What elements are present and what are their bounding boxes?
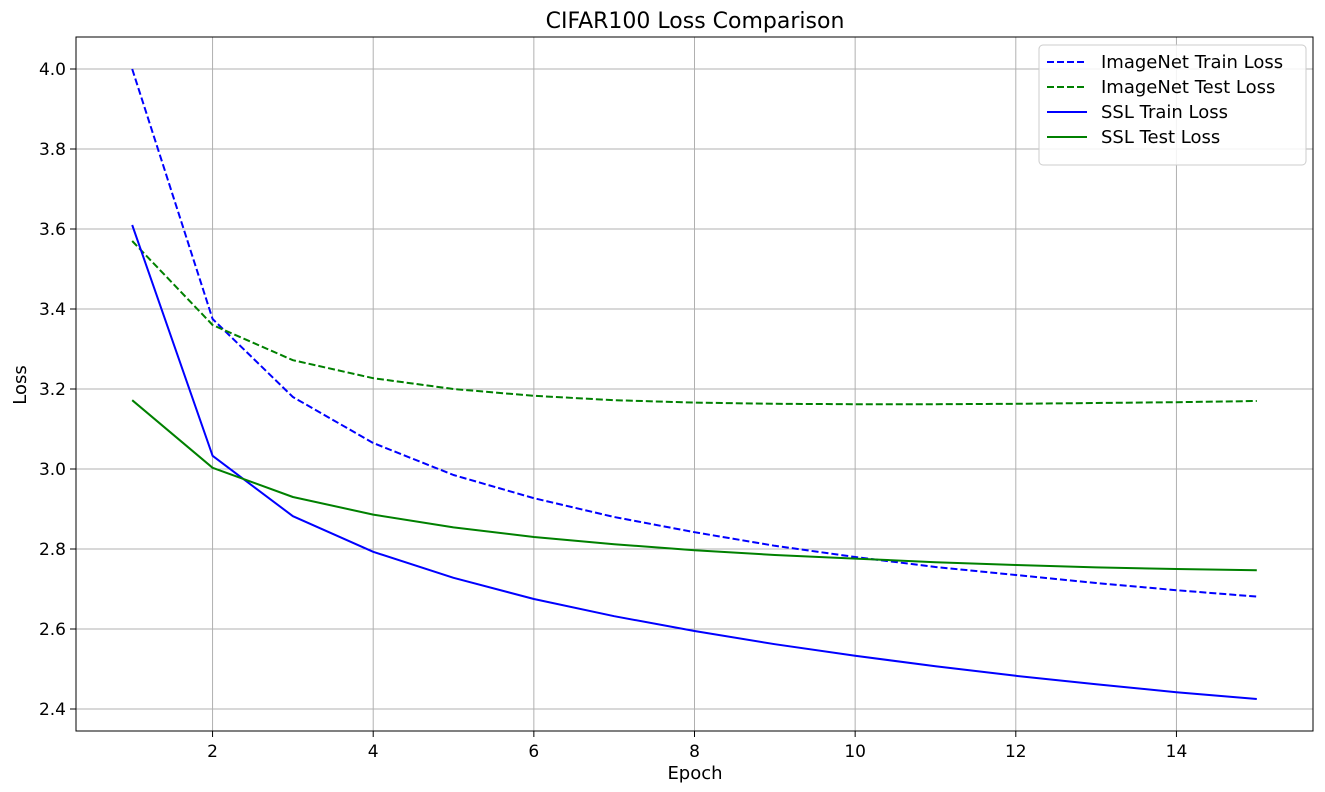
- legend-label-imagenet-train-loss: ImageNet Train Loss: [1101, 52, 1283, 73]
- y-tick-label: 2.6: [39, 620, 66, 640]
- y-tick-label: 3.2: [39, 380, 66, 400]
- y-tick-label: 3.8: [39, 140, 66, 160]
- series-line-imagenet-train-loss: [131, 68, 1257, 598]
- series-line-ssl-test-loss: [131, 399, 1257, 572]
- x-tick-label: 8: [689, 742, 700, 762]
- y-axis-label: Loss: [10, 365, 31, 404]
- x-tick-label: 12: [1005, 742, 1027, 762]
- legend-label-ssl-test-loss: SSL Test Loss: [1101, 127, 1220, 148]
- x-axis-label: Epoch: [667, 763, 722, 784]
- y-tick-label: 2.4: [39, 700, 66, 720]
- legend: ImageNet Train Loss ImageNet Test Loss SSL…: [1038, 44, 1307, 166]
- grid: [76, 37, 1313, 731]
- x-tick-label: 10: [844, 742, 866, 762]
- legend-label-imagenet-test-loss: ImageNet Test Loss: [1101, 77, 1275, 98]
- y-tick-label: 3.0: [39, 460, 66, 480]
- x-tick-label: 2: [207, 742, 218, 762]
- series-lines: [131, 68, 1257, 700]
- series-line-ssl-train-loss: [131, 224, 1257, 700]
- y-tick-label: 4.0: [39, 60, 66, 80]
- y-tick-label: 2.8: [39, 540, 66, 560]
- legend-label-ssl-train-loss: SSL Train Loss: [1101, 102, 1228, 123]
- x-tick-label: 6: [528, 742, 539, 762]
- y-tick-label: 3.6: [39, 220, 66, 240]
- x-tick-label: 4: [368, 742, 379, 762]
- y-tick-label: 3.4: [39, 300, 66, 320]
- axis-ticks: 2 4 6 8 10 12 14 2.4 2.6 2.8 3.0 3.2 3.4 3.6 3.8 4.0: [39, 60, 1187, 762]
- chart-title: CIFAR100 Loss Comparison: [546, 9, 845, 34]
- x-tick-label: 14: [1166, 742, 1188, 762]
- legend-box: [1038, 44, 1307, 166]
- series-line-imagenet-test-loss: [131, 240, 1257, 406]
